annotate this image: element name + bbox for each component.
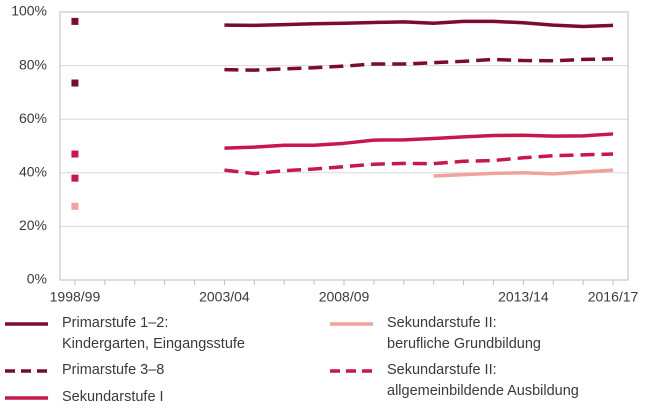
series-line bbox=[224, 132, 614, 150]
y-tick-label: 0% bbox=[27, 271, 47, 287]
x-tick-label: 2016/17 bbox=[588, 289, 639, 305]
legend-left: Primarstufe 1–2: Kindergarten, Eingangss… bbox=[5, 313, 245, 409]
x-tick-label: 2008/09 bbox=[319, 289, 370, 305]
point-marker bbox=[71, 202, 79, 210]
legend-label: Sekundarstufe II: berufliche Grundbildun… bbox=[387, 315, 541, 352]
legend-item: Sekundarstufe II: berufliche Grundbildun… bbox=[330, 313, 579, 355]
point-marker bbox=[71, 79, 79, 87]
legend-right: Sekundarstufe II: berufliche Grundbildun… bbox=[330, 313, 579, 402]
y-tick-label: 40% bbox=[19, 164, 47, 180]
legend-label: Sekundarstufe II: allgemeinbildende Ausb… bbox=[387, 362, 579, 399]
legend-label: Sekundarstufe I bbox=[62, 389, 164, 405]
chart: 0% 20% 40% 60% 80% 100% 1998/99 2003/04 2008/09 2… bbox=[11, 3, 639, 305]
legend-swatch bbox=[5, 369, 48, 373]
legend-label: Primarstufe 1–2: Kindergarten, Eingangss… bbox=[62, 315, 245, 352]
y-tick-label: 20% bbox=[19, 217, 47, 233]
y-tick-label: 100% bbox=[11, 3, 47, 19]
point-marker bbox=[71, 174, 79, 182]
legend-item: Primarstufe 1–2: Kindergarten, Eingangss… bbox=[5, 313, 245, 355]
y-tick-label: 80% bbox=[19, 56, 47, 72]
series-line bbox=[224, 152, 614, 176]
x-tick-label: 2003/04 bbox=[199, 289, 250, 305]
plot-border bbox=[59, 11, 629, 281]
legend-item: Sekundarstufe II: allgemeinbildende Ausb… bbox=[330, 360, 579, 402]
point-marker bbox=[71, 150, 79, 158]
series-line bbox=[224, 57, 614, 72]
legend-label: Primarstufe 3–8 bbox=[62, 362, 165, 378]
series-line bbox=[433, 168, 614, 178]
point-marker bbox=[71, 17, 79, 25]
legend-swatch bbox=[330, 322, 373, 326]
x-tick-label: 1998/99 bbox=[50, 289, 101, 305]
legend-item: Primarstufe 3–8 bbox=[5, 360, 245, 382]
legend-item: Sekundarstufe I bbox=[5, 387, 245, 409]
series-line bbox=[224, 19, 614, 29]
legend-swatch bbox=[5, 322, 48, 326]
legend-swatch bbox=[5, 396, 48, 400]
legend-swatch bbox=[330, 369, 373, 373]
y-tick-label: 60% bbox=[19, 110, 47, 126]
x-tick-label: 2013/14 bbox=[498, 289, 549, 305]
